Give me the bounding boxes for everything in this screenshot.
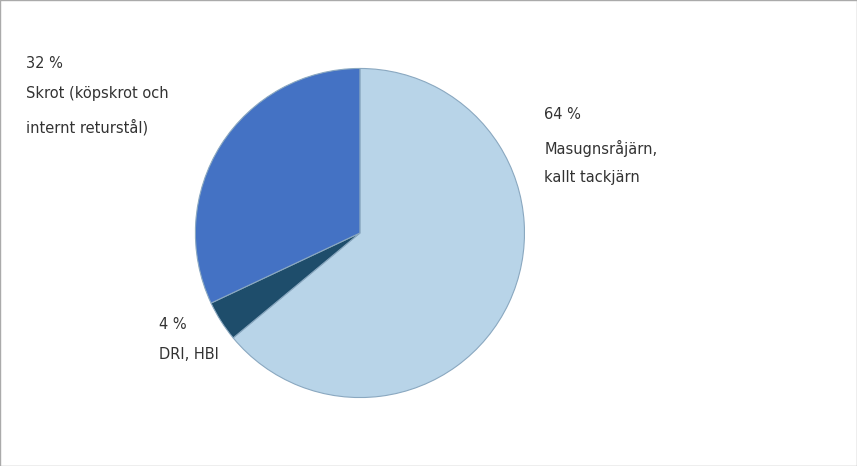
Text: 64 %: 64 % bbox=[544, 107, 581, 122]
Text: 4 %: 4 % bbox=[159, 317, 186, 332]
Text: kallt tackjärn: kallt tackjärn bbox=[544, 170, 640, 185]
Text: Masugnsråjärn,: Masugnsråjärn, bbox=[544, 140, 657, 157]
Text: 32 %: 32 % bbox=[26, 56, 63, 71]
Text: internt returstål): internt returstål) bbox=[26, 119, 148, 135]
Text: Skrot (köpskrot och: Skrot (köpskrot och bbox=[26, 86, 168, 101]
Wedge shape bbox=[211, 233, 360, 338]
Wedge shape bbox=[233, 69, 524, 397]
Text: DRI, HBI: DRI, HBI bbox=[159, 347, 219, 362]
Wedge shape bbox=[195, 69, 360, 303]
